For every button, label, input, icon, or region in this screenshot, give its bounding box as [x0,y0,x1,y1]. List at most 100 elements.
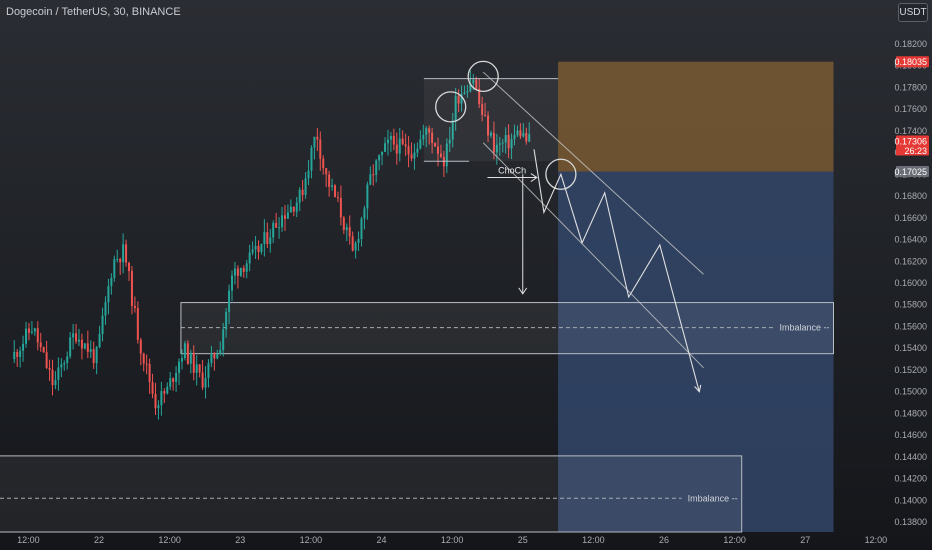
candle-body [484,114,487,116]
candle-body [39,342,42,348]
candle-body [198,364,201,373]
candle-body [245,263,248,272]
current-price-badge: 0.17306 [894,136,927,146]
candle-body [95,347,98,364]
candle-body [92,349,95,364]
channel-lower-line [482,142,704,369]
candle-body [495,144,498,153]
candle-body [169,378,172,387]
entry-price-badge-bg [896,166,929,178]
candle-body [166,386,169,394]
candle-body [275,222,278,228]
candle-body [180,358,183,362]
candle-body [239,267,242,276]
candle-body [325,168,328,175]
candle-body [110,278,113,287]
candle-body [107,286,110,303]
imbalance-label-1: Imbalance -- [779,323,829,333]
candle-body [30,331,33,333]
candle-body [104,302,107,316]
time-tick-label: 26 [659,535,669,545]
candle-body [501,142,504,144]
candle-body [286,212,289,219]
candle-body [348,227,351,237]
candle-body [192,352,195,373]
time-axis: 12:00 22 12:00 23 12:00 24 12:00 25 12:00 26 12:00… [17,535,887,545]
candle-body [45,352,48,368]
candle-body [195,364,198,373]
candle-body [372,174,375,176]
price-tick-label: 0.14800 [894,408,927,418]
stop-loss-zone [558,61,834,172]
candle-body [307,170,310,179]
candle-body [295,202,298,212]
candle-body [57,367,60,380]
candle-body [66,356,69,363]
candle-body [283,215,286,219]
candle-body [178,361,181,373]
time-tick-label: 22 [94,535,104,545]
swing-circle-3 [545,158,577,190]
candle-body [431,132,434,144]
currency-button[interactable]: USDT [898,3,928,22]
candle-body [392,135,395,145]
candle-body [516,130,519,136]
candle-body [437,146,439,154]
candle-body [236,268,239,276]
time-tick-label: 12:00 [158,535,181,545]
candle-body [86,343,89,352]
candle-body [222,329,225,350]
candle-body [272,222,275,238]
candle-body [89,349,92,352]
candle-body [125,244,128,263]
price-tick-label: 0.15200 [894,365,927,375]
candle-body [451,120,454,140]
candle-body [472,79,475,84]
candle-body [498,143,501,145]
candle-body [186,343,189,364]
candle-body [507,134,510,149]
current-price-badge-countdown: 26:23 [904,146,927,156]
candle-body [422,134,425,140]
price-tick-label: 0.16600 [894,213,927,223]
candle-body [334,185,337,198]
candle-body [216,353,219,359]
candle-body [416,148,419,153]
candle-body [298,189,301,203]
candle-body [263,232,266,244]
candle-body [519,130,522,137]
candle-body [160,391,163,406]
candle-body [445,143,448,167]
candle-body [36,328,39,343]
candle-body [98,334,101,348]
candle-body [331,185,334,187]
stop-price-badge: 0.18035 [894,57,927,67]
candle-body [19,350,22,357]
candle-body [278,227,281,229]
candle-body [128,262,131,272]
time-tick-label: 12:00 [723,535,746,545]
swing-circle-2 [467,60,499,93]
chart-title: Dogecoin / TetherUS, 30, BINANCE [6,6,181,18]
candle-body [454,95,457,121]
candle-body [122,244,125,263]
candle-body [289,206,292,213]
candle-body [172,378,175,382]
price-axis: 0.182000.180000.178000.176000.174000.172… [894,39,927,527]
candle-body [469,83,472,92]
candle-body [72,333,75,338]
current-price-badge-bg [896,135,929,156]
candle-body [281,215,284,228]
candle-body [448,139,451,144]
candle-body [525,132,528,142]
imbalance-zone-2 [0,455,743,533]
projected-arrowhead [694,384,702,393]
candle-body [142,353,145,364]
candle-body [189,352,192,364]
candle-body [210,353,213,364]
candle-body [381,151,384,156]
candle-body [342,217,345,231]
candle-body [336,197,339,199]
